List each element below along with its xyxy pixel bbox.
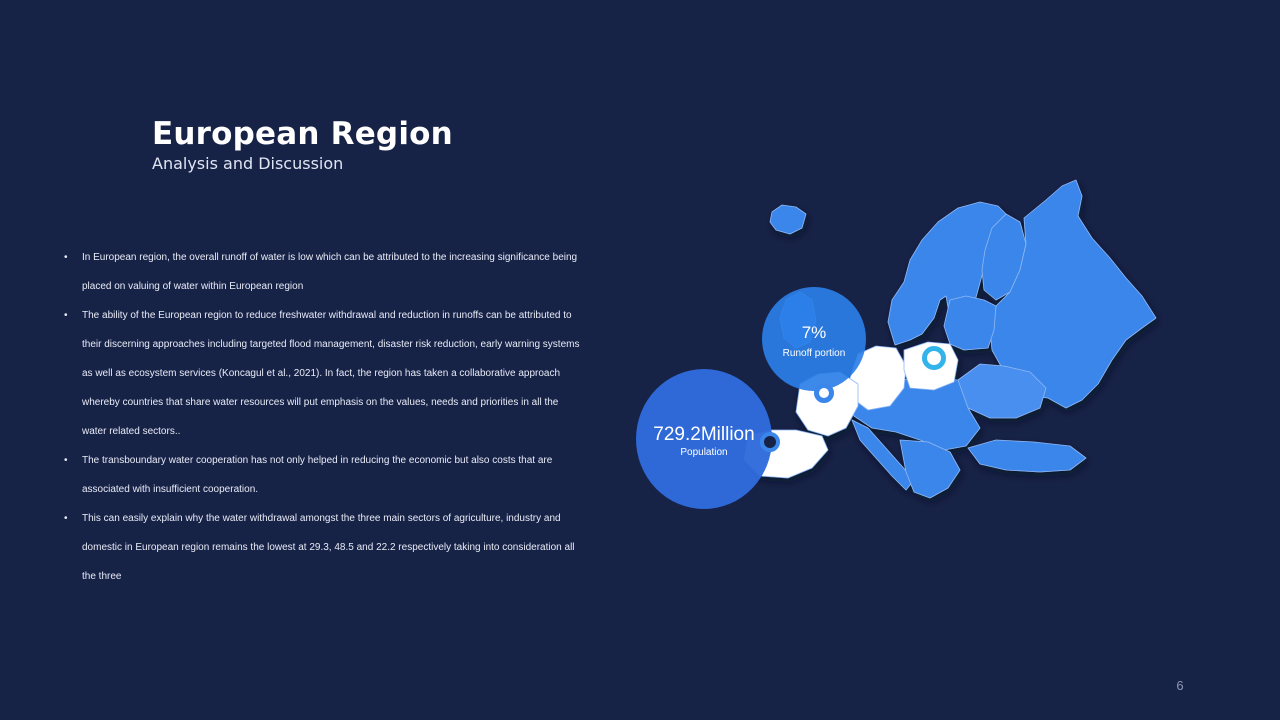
bullet-list: In European region, the overall runoff o… xyxy=(64,243,584,591)
map-turkey xyxy=(967,439,1087,473)
bullet-item: This can easily explain why the water wi… xyxy=(64,504,584,591)
location-marker-icon xyxy=(814,383,834,403)
population-value: 729.2Million xyxy=(653,424,755,445)
runoff-circle xyxy=(762,287,866,391)
slide-subtitle: Analysis and Discussion xyxy=(152,154,344,173)
bullet-item: In European region, the overall runoff o… xyxy=(64,243,584,301)
map-italy xyxy=(851,419,915,491)
location-marker-icon xyxy=(922,346,946,370)
map-iceland xyxy=(769,204,807,235)
page-number: 6 xyxy=(1176,678,1184,693)
map-balkans xyxy=(899,439,961,499)
bullet-item: The transboundary water cooperation has … xyxy=(64,446,584,504)
bullet-item: The ability of the European region to re… xyxy=(64,301,584,446)
map-baltics xyxy=(943,295,997,351)
location-marker-icon xyxy=(760,432,780,452)
population-circle xyxy=(636,369,772,509)
europe-map xyxy=(743,179,1157,499)
slide-title: European Region xyxy=(152,116,453,152)
runoff-value: 7% xyxy=(801,323,827,342)
population-label: Population xyxy=(680,447,728,458)
runoff-label: Runoff portion xyxy=(782,348,846,359)
